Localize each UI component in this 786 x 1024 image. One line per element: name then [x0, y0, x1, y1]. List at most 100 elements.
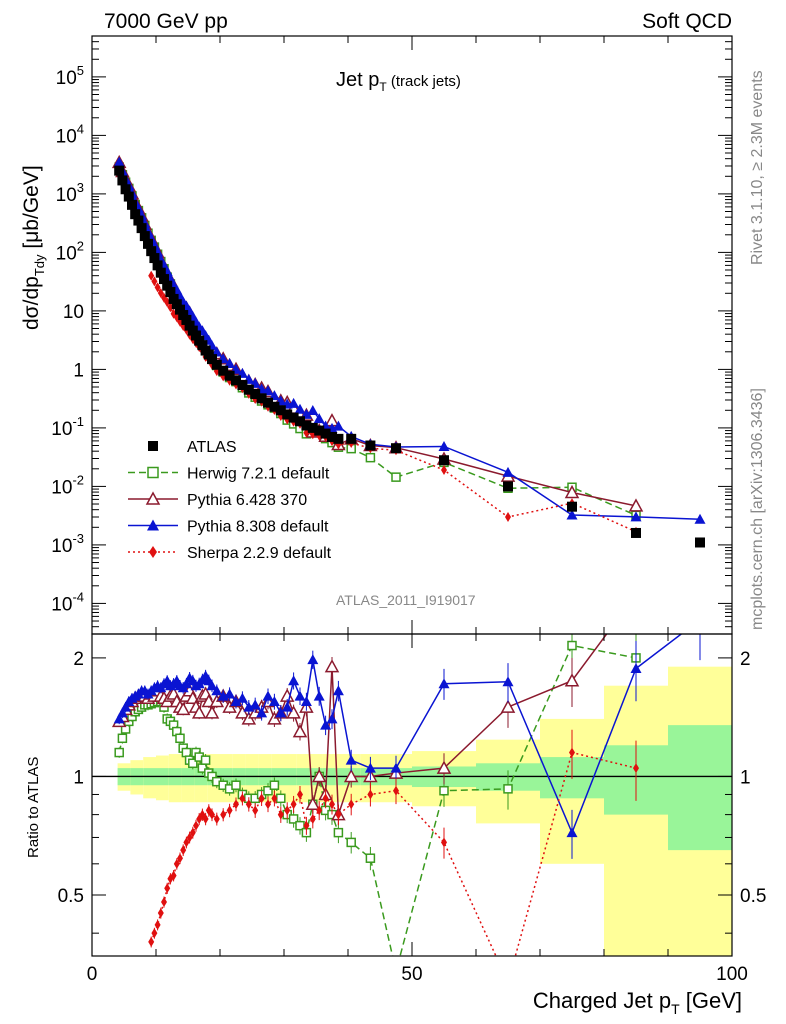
header-left: 7000 GeV pp — [104, 10, 228, 33]
ratio-marker-2 — [113, 713, 125, 724]
data-marker — [207, 354, 217, 365]
ratio-marker-2 — [224, 688, 236, 699]
legend-marker-3 — [147, 519, 159, 531]
ratio-marker-3 — [186, 832, 193, 843]
main-marker-3 — [441, 465, 447, 476]
ratio-y-tick-label-right: 2 — [740, 649, 751, 670]
data-marker — [243, 384, 254, 395]
data-marker — [127, 199, 137, 210]
main-marker-1 — [628, 498, 644, 512]
data-marker — [695, 537, 705, 548]
ratio-marker-2 — [307, 654, 319, 665]
main-marker-0 — [365, 452, 376, 463]
ratio-marker-3 — [277, 809, 284, 820]
main-marker-3 — [154, 282, 161, 293]
main-y-tick-label: 10-1 — [51, 414, 84, 440]
main-marker-2 — [113, 156, 125, 167]
ratio-marker-3 — [393, 785, 399, 796]
legend-marker-1 — [147, 466, 159, 479]
main-y-tick-label: 102 — [56, 238, 84, 264]
ratio-marker-0 — [503, 784, 513, 794]
legend-label-2: Pythia 6.428 370 — [187, 492, 307, 509]
ratio-marker-0 — [175, 733, 185, 744]
main-marker-3 — [148, 270, 155, 281]
mcplots-credit-label: mcplots.cern.ch [arXiv:1306.3436] — [749, 388, 766, 630]
data-marker — [181, 314, 192, 325]
data-marker — [165, 287, 176, 298]
main-y-tick-label: 10 — [63, 302, 84, 323]
ratio-marker-0 — [346, 837, 356, 848]
main-marker-2 — [502, 466, 514, 477]
ratio-marker-0 — [439, 785, 449, 796]
data-marker — [503, 481, 513, 492]
ratio-marker-3 — [189, 827, 196, 838]
ratio-y-tick-label: 0.5 — [58, 886, 84, 907]
ratio-marker-3 — [271, 793, 278, 804]
ratio-marker-3 — [180, 845, 187, 856]
ratio-marker-2 — [364, 762, 376, 773]
main-marker-2 — [694, 513, 706, 524]
data-marker — [136, 223, 147, 234]
ratio-y-tick-label-right: 0.5 — [740, 886, 766, 907]
x-tick-label: 100 — [716, 964, 748, 985]
ratio-panel-frame — [91, 633, 733, 957]
main-y-tick-label: 10-4 — [51, 589, 84, 615]
ratio-marker-2 — [120, 701, 132, 712]
data-marker — [282, 409, 293, 420]
data-marker — [231, 375, 241, 386]
data-marker — [120, 184, 131, 195]
data-marker — [168, 293, 179, 304]
main-marker-2 — [630, 511, 642, 522]
ratio-marker-0 — [288, 814, 299, 824]
ratio-marker-3 — [220, 809, 227, 820]
ratio-marker-0 — [207, 771, 217, 782]
data-marker — [256, 393, 267, 404]
data-marker — [250, 388, 261, 399]
ratio-marker-3 — [154, 919, 161, 930]
main-marker-2 — [313, 413, 325, 424]
ratio-marker-2 — [695, 614, 706, 624]
ratio-marker-3 — [164, 883, 171, 894]
ratio-marker-2 — [230, 695, 242, 706]
ratio-marker-3 — [193, 820, 199, 831]
ratio-marker-3 — [290, 799, 297, 810]
ratio-marker-1 — [292, 724, 308, 738]
data-marker — [114, 165, 125, 176]
main-y-tick-label: 1 — [73, 360, 84, 381]
data-marker — [269, 401, 280, 412]
data-marker — [117, 175, 128, 186]
legend-label-1: Herwig 7.2.1 default — [187, 466, 330, 483]
header-right: Soft QCD — [642, 10, 732, 33]
ratio-marker-0 — [231, 780, 241, 790]
x-axis-label: Charged Jet pT [GeV] — [533, 988, 742, 1017]
main-y-tick-label: 10-3 — [51, 531, 84, 557]
data-marker — [439, 455, 449, 466]
ratio-marker-2 — [320, 719, 332, 730]
data-marker — [275, 405, 286, 416]
main-marker-2 — [294, 403, 306, 414]
data-marker — [211, 359, 222, 370]
ratio-marker-2 — [332, 685, 344, 696]
main-marker-2 — [438, 440, 450, 451]
ratio-marker-2 — [390, 762, 402, 773]
ratio-marker-3 — [233, 799, 239, 810]
data-marker — [320, 428, 331, 439]
ratio-marker-3 — [183, 837, 190, 848]
legend-label-4: Sherpa 2.2.9 default — [187, 545, 332, 562]
ratio-marker-3 — [284, 805, 291, 816]
data-marker — [391, 443, 401, 454]
ratio-marker-2 — [300, 695, 312, 706]
rivet-version-label: Rivet 3.1.10, ≥ 2.3M events — [749, 70, 766, 265]
ratio-marker-1 — [286, 705, 301, 719]
ratio-marker-3 — [348, 799, 355, 810]
data-marker — [314, 425, 325, 436]
ratio-marker-0 — [117, 733, 128, 744]
ratio-marker-3 — [148, 936, 155, 947]
ratio-marker-2 — [275, 707, 287, 718]
data-marker — [146, 246, 157, 257]
ratio-marker-2 — [502, 676, 514, 687]
ratio-marker-2 — [345, 754, 357, 765]
data-marker — [133, 215, 144, 226]
ratio-marker-3 — [226, 805, 233, 816]
ratio-marker-1 — [630, 588, 642, 599]
